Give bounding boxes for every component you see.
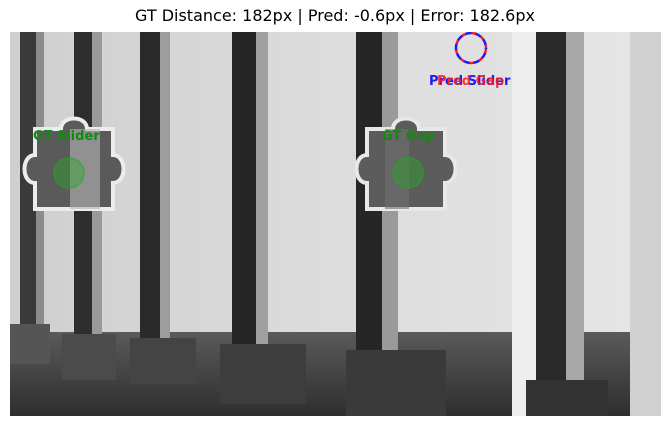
gap-region bbox=[354, 116, 458, 211]
pred-slider-label: Pred Slider bbox=[429, 74, 511, 89]
columns bbox=[20, 32, 661, 416]
gt-gap-label: GT Gap bbox=[382, 129, 435, 144]
captcha-image bbox=[10, 32, 661, 416]
gt-gap-marker bbox=[392, 157, 424, 189]
pred-slider-marker bbox=[454, 32, 488, 65]
pred-gap-label: Pred Gap bbox=[437, 74, 505, 89]
plot-title: GT Distance: 182px | Pred: -0.6px | Erro… bbox=[135, 6, 535, 25]
gt-slider-label: GT Slider bbox=[33, 129, 100, 144]
column-bases bbox=[10, 324, 608, 416]
gt-slider-marker bbox=[53, 157, 85, 189]
captcha-scene bbox=[10, 32, 661, 416]
slider-piece bbox=[22, 116, 126, 211]
